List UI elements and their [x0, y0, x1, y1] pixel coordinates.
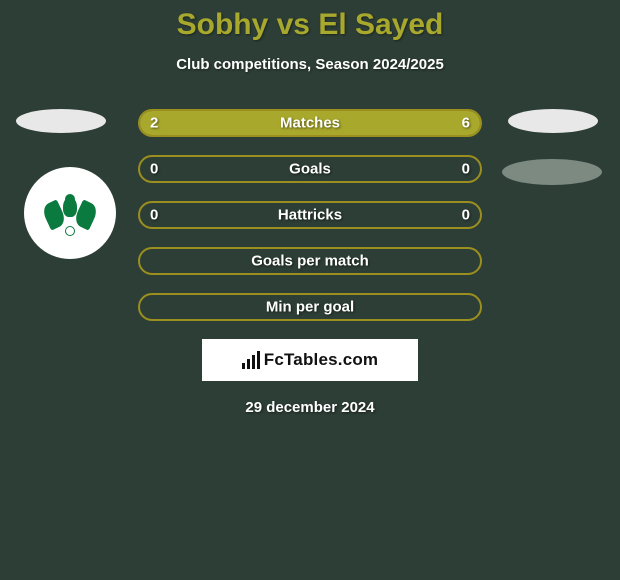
stat-value-right: 0 — [462, 207, 470, 224]
player-left-badge — [16, 109, 106, 133]
stat-row: Min per goal — [138, 293, 482, 321]
club-logo — [24, 167, 116, 259]
club-logo-inner — [35, 178, 105, 248]
page-subtitle: Club competitions, Season 2024/2025 — [0, 56, 620, 73]
page-title: Sobhy vs El Sayed — [0, 0, 620, 42]
bar-chart-icon — [242, 351, 260, 369]
stat-label: Matches — [138, 115, 482, 132]
watermark: FcTables.com — [202, 339, 418, 381]
stat-row: Goals per match — [138, 247, 482, 275]
stat-label: Goals per match — [138, 253, 482, 270]
player-right-badge — [508, 109, 598, 133]
stat-value-left: 0 — [150, 161, 158, 178]
stat-label: Hattricks — [138, 207, 482, 224]
stat-row: Hattricks0 0 — [138, 201, 482, 229]
eagle-icon — [45, 188, 95, 238]
player-right-badge-secondary — [502, 159, 602, 185]
stat-label: Goals — [138, 161, 482, 178]
stat-value-left: 2 — [150, 115, 158, 132]
stat-value-left: 0 — [150, 207, 158, 224]
comparison-chart: Matches26Goals00Hattricks00Goals per mat… — [0, 109, 620, 321]
watermark-text: FcTables.com — [264, 350, 379, 370]
stat-label: Min per goal — [138, 299, 482, 316]
stat-bars: Matches26Goals00Hattricks00Goals per mat… — [138, 109, 482, 321]
stat-row: Goals0 0 — [138, 155, 482, 183]
date-label: 29 december 2024 — [0, 399, 620, 416]
stat-value-right: 6 — [462, 115, 470, 132]
stat-value-right: 0 — [462, 161, 470, 178]
stat-row: Matches2 6 — [138, 109, 482, 137]
